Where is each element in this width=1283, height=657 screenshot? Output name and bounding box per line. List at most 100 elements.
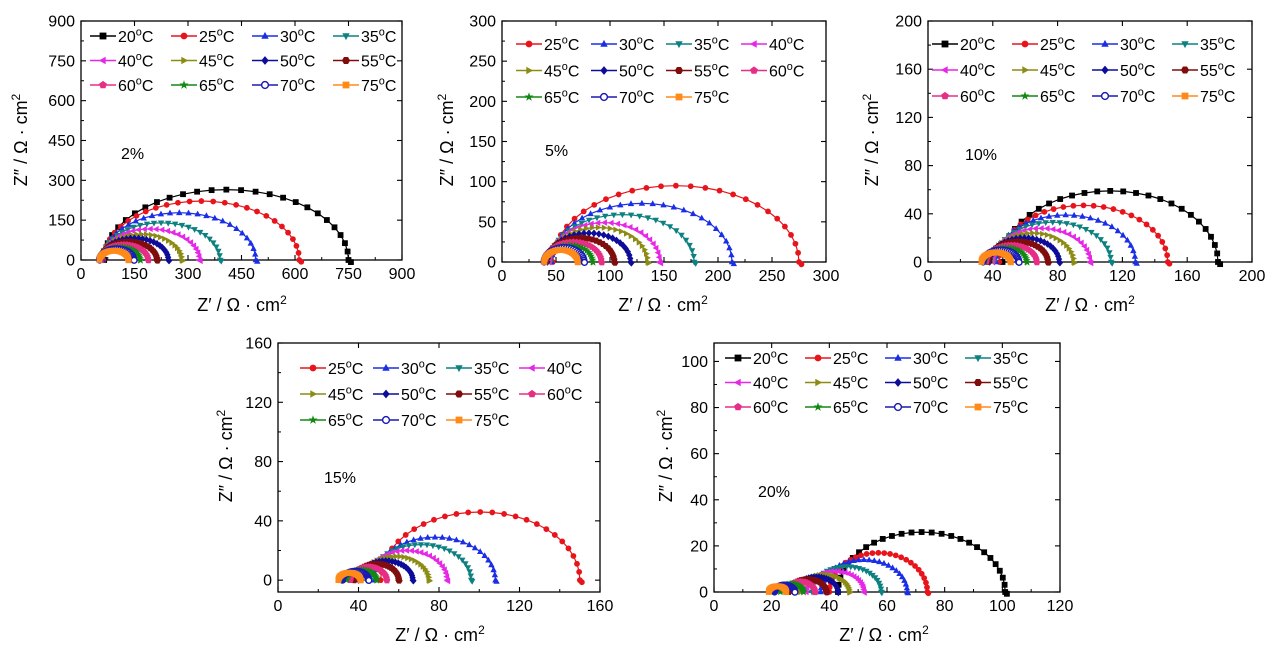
data-point (620, 222, 627, 229)
data-point (670, 203, 677, 210)
concentration-annotation: 5% (545, 143, 568, 160)
data-point (571, 215, 578, 222)
legend-temp-value: 30 (1120, 37, 1138, 54)
legend-temp-unit: C (857, 400, 869, 417)
y-axis-label-sup: 2 (435, 93, 449, 100)
legend-item-70C: 70oC (591, 88, 654, 107)
legend-item-45C: 45oC (805, 373, 868, 393)
legend-temp-unit: C (1144, 89, 1156, 106)
legend-label: 65oC (328, 411, 363, 430)
legend-temp-unit: C (571, 361, 583, 378)
data-point (593, 215, 601, 222)
data-point (1081, 243, 1087, 250)
data-point (673, 228, 680, 235)
legend-temp-value: 45 (328, 387, 346, 404)
legend-degree-sup: o (851, 373, 857, 385)
data-point (835, 568, 841, 575)
data-point (1196, 218, 1202, 225)
data-point (591, 201, 598, 208)
data-point (828, 568, 834, 575)
data-point (295, 249, 302, 256)
data-point (1057, 237, 1064, 244)
data-point (643, 185, 650, 191)
data-point (166, 237, 172, 244)
x-tick-label: 750 (335, 266, 362, 283)
legend-temp-value: 30 (280, 29, 298, 46)
data-point (646, 236, 653, 243)
legend-temp-value: 70 (280, 78, 298, 95)
legend-degree-sup: o (1138, 61, 1144, 73)
legend-label: 75oC (993, 398, 1028, 417)
data-point (430, 554, 436, 562)
data-point (605, 232, 612, 241)
legend-temp-value: 75 (694, 90, 712, 107)
data-point (1042, 220, 1049, 226)
legend-degree-sup: o (851, 349, 857, 361)
y-tick-label: 900 (48, 14, 75, 31)
y-axis-label-sup: 2 (860, 93, 874, 100)
data-point (543, 526, 550, 533)
data-point (1208, 233, 1214, 240)
data-point (718, 231, 725, 238)
x-tick-label: 0 (77, 266, 86, 283)
data-point (124, 227, 131, 233)
legend-degree-sup: o (419, 359, 425, 371)
data-point (1018, 218, 1025, 225)
data-point (174, 231, 181, 238)
data-point (190, 242, 197, 249)
y-tick-label: 120 (895, 110, 922, 127)
data-point (1106, 250, 1113, 256)
y-tick-label: 80 (904, 158, 922, 175)
concentration-annotation: 2% (121, 146, 144, 163)
series-line (102, 212, 258, 262)
data-point (197, 229, 204, 236)
data-point (840, 559, 847, 566)
data-point (410, 536, 417, 543)
data-point (211, 214, 218, 221)
data-point (395, 577, 403, 584)
legend-label: 20oC (960, 35, 995, 54)
legend-temp-value: 20 (960, 37, 978, 54)
data-point (400, 562, 407, 570)
legend-label: 35oC (361, 27, 396, 46)
legend-label: 40oC (547, 359, 582, 378)
data-point (145, 257, 152, 264)
data-point (377, 577, 384, 584)
data-point (292, 199, 299, 205)
legend-temp-unit: C (793, 37, 805, 54)
data-point (706, 219, 713, 226)
legend-degree-sup: o (1138, 35, 1144, 47)
concentration-annotation: 20% (758, 484, 790, 501)
data-point (618, 228, 625, 235)
data-point (678, 232, 685, 239)
data-point (464, 565, 472, 571)
legend-temp-value: 40 (118, 54, 136, 71)
data-point (1168, 200, 1175, 207)
data-point (1101, 39, 1109, 47)
data-point (981, 549, 988, 556)
data-point (689, 248, 696, 255)
data-point (389, 553, 396, 560)
data-point (526, 66, 534, 75)
legend-temp-unit: C (425, 361, 437, 378)
data-point (1020, 230, 1027, 238)
data-point (611, 259, 619, 266)
data-point (314, 210, 321, 217)
data-point (405, 543, 412, 550)
legend-label: 45oC (833, 373, 868, 392)
legend-temp-unit: C (1064, 63, 1076, 80)
data-point (442, 569, 449, 577)
data-point (1056, 259, 1064, 267)
legend-label: 60oC (769, 61, 804, 80)
data-point (365, 576, 373, 585)
data-point (666, 224, 674, 230)
data-point (310, 390, 318, 398)
x-tick-label: 900 (389, 266, 416, 283)
data-point (636, 239, 643, 246)
data-point (734, 354, 742, 362)
legend-label: 55oC (993, 373, 1028, 392)
data-point (1077, 239, 1084, 246)
legend-degree-sup: o (637, 61, 643, 73)
legend-temp-value: 35 (993, 351, 1011, 368)
legend-temp-value: 70 (913, 400, 931, 417)
